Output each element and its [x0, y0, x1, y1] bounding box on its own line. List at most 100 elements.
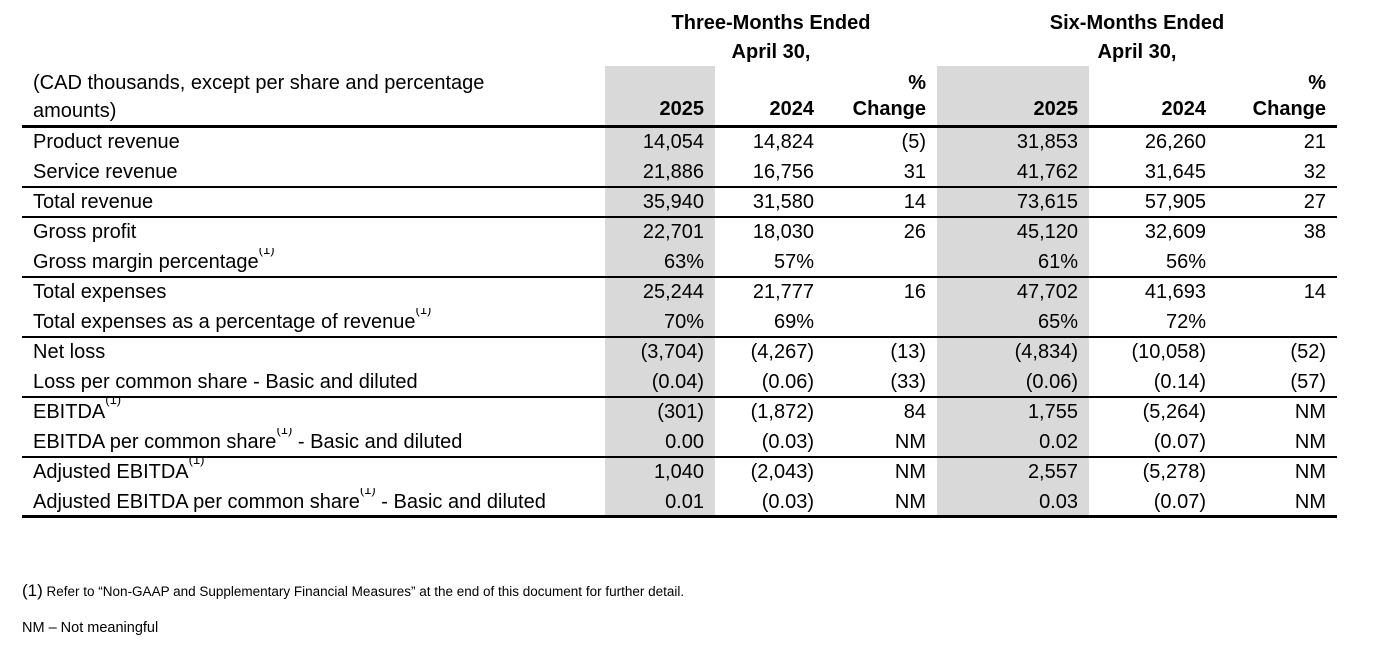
cell-tm2025: 1,040 — [605, 458, 715, 488]
cell-sm2024: (0.07) — [1153, 491, 1206, 513]
cell-tm2025: 70% — [605, 308, 715, 336]
cell-tm-pct-change: NM — [894, 461, 926, 483]
cell-sm2025: 1,755 — [937, 398, 1089, 428]
row-label: Loss per common share - Basic and dilute… — [33, 371, 418, 393]
row-label: Gross profit — [33, 221, 137, 243]
cell-sm2025: (0.06) — [937, 368, 1089, 396]
cell-tm2025: 63% — [605, 248, 715, 276]
cell-sm2024: (0.07) — [1153, 431, 1206, 453]
cell-tm2024: 16,756 — [752, 161, 814, 183]
cell-sm-pct-change: 38 — [1303, 221, 1326, 243]
cell-sm2025: 61% — [937, 248, 1089, 276]
col-header-tm-pct-change: % Change — [825, 66, 937, 125]
pct-label: % — [908, 72, 926, 94]
cell-tm2025: (0.04) — [605, 368, 715, 396]
cell-sm2024: (5,278) — [1142, 461, 1206, 483]
cell-sm-pct-change: NM — [1294, 461, 1326, 483]
table-body: Product revenue 14,054 14,824 (5) 31,853 26,2… — [22, 128, 1337, 518]
col-header-sm-2025: 2025 — [937, 66, 1089, 125]
cell-sm2024: 41,693 — [1144, 281, 1206, 303]
table-row: Product revenue 14,054 14,824 (5) 31,853 26,2… — [22, 128, 1337, 158]
cell-sm-pct-change — [1217, 308, 1337, 336]
change-label: Change — [852, 98, 926, 120]
period-date-six-months: April 30, — [1097, 40, 1177, 63]
cell-sm-pct-change: 21 — [1303, 131, 1326, 153]
footnote-1: (1) Refer to “Non-GAAP and Supplementary… — [22, 581, 684, 602]
footnote-ref: (1) — [415, 308, 432, 318]
cell-tm-pct-change: NM — [894, 431, 926, 453]
period-header-six-months: Six-Months Ended — [1049, 11, 1225, 34]
table-row: Gross margin percentage(1) 63% 57% 61% 56% — [22, 248, 1337, 278]
year-label: 2025 — [659, 98, 705, 120]
footnote-nm: NM – Not meaningful — [22, 620, 159, 636]
table-caption-line2: amounts) — [33, 100, 117, 122]
cell-sm2025: 0.03 — [937, 488, 1089, 515]
cell-tm2024: (0.03) — [761, 491, 814, 513]
change-label: Change — [1252, 98, 1326, 120]
cell-tm-pct-change: 14 — [903, 191, 926, 213]
row-label: Service revenue — [33, 161, 178, 183]
cell-tm2025: 22,701 — [605, 218, 715, 248]
row-label: Gross margin percentage(1) — [22, 248, 605, 276]
cell-tm2024: 18,030 — [752, 221, 814, 243]
cell-tm-pct-change — [825, 248, 937, 276]
cell-tm2025: 35,940 — [605, 188, 715, 216]
cell-sm-pct-change: NM — [1294, 491, 1326, 513]
table-row: EBITDA(1) (301) (1,872) 84 1,755 (5,264) NM — [22, 398, 1337, 428]
cell-tm2025: 21,886 — [605, 158, 715, 186]
cell-tm2024: (2,043) — [750, 461, 814, 483]
cell-sm2024: 57,905 — [1144, 191, 1206, 213]
cell-tm2025: 0.01 — [605, 488, 715, 515]
cell-tm-pct-change: 84 — [903, 401, 926, 423]
footnote-ref: (1) — [105, 398, 122, 408]
row-label: EBITDA per common share(1) - Basic and d… — [22, 428, 605, 456]
column-header-row: (CAD thousands, except per share and per… — [22, 66, 1337, 128]
table-row: Total revenue 35,940 31,580 14 73,615 57,905 2… — [22, 188, 1337, 218]
cell-sm2024: 56% — [1165, 251, 1206, 273]
table-row: Total expenses as a percentage of revenu… — [22, 308, 1337, 338]
cell-sm2024: (0.14) — [1153, 371, 1206, 393]
table-row: Adjusted EBITDA per common share(1) - Ba… — [22, 488, 1337, 518]
cell-sm2025: 73,615 — [937, 188, 1089, 216]
cell-sm2025: 2,557 — [937, 458, 1089, 488]
cell-tm2024: 57% — [773, 251, 814, 273]
cell-sm2024: 72% — [1165, 311, 1206, 333]
cell-tm2024: (1,872) — [750, 401, 814, 423]
footnote-1-text: Refer to “Non-GAAP and Supplementary Fin… — [42, 584, 685, 599]
year-label: 2024 — [1161, 98, 1207, 120]
cell-tm-pct-change: 26 — [903, 221, 926, 243]
cell-tm2024: (0.03) — [761, 431, 814, 453]
cell-tm-pct-change: (33) — [890, 371, 926, 393]
cell-tm-pct-change: 31 — [903, 161, 926, 183]
cell-tm-pct-change: NM — [894, 491, 926, 513]
cell-sm2025: 0.02 — [937, 428, 1089, 456]
col-header-tm-2024: 2024 — [715, 66, 825, 125]
cell-tm-pct-change: 16 — [903, 281, 926, 303]
row-label: Net loss — [33, 341, 106, 363]
cell-tm2025: 14,054 — [605, 128, 715, 158]
cell-tm2024: (4,267) — [750, 341, 814, 363]
cell-tm2024: 69% — [773, 311, 814, 333]
cell-sm2024: 26,260 — [1144, 131, 1206, 153]
cell-sm-pct-change — [1217, 248, 1337, 276]
cell-sm2025: (4,834) — [937, 338, 1089, 368]
row-label: EBITDA(1) — [22, 398, 605, 428]
period-header-row-1: Three-Months Ended Six-Months Ended — [22, 8, 1337, 38]
cell-sm2025: 65% — [937, 308, 1089, 336]
period-date-three-months: April 30, — [731, 40, 811, 63]
footnote-ref: (1) — [188, 458, 205, 468]
table-caption-line1: (CAD thousands, except per share and per… — [33, 72, 485, 94]
table-row: EBITDA per common share(1) - Basic and d… — [22, 428, 1337, 458]
cell-sm-pct-change: 27 — [1303, 191, 1326, 213]
year-label: 2025 — [1033, 98, 1079, 120]
cell-sm-pct-change: 32 — [1303, 161, 1326, 183]
pct-label: % — [1308, 72, 1326, 94]
footnote-ref: (1) — [258, 248, 275, 258]
period-header-row-2: April 30, April 30, — [22, 38, 1337, 66]
table-row: Adjusted EBITDA(1) 1,040 (2,043) NM 2,557 (5,… — [22, 458, 1337, 488]
cell-sm-pct-change: NM — [1294, 431, 1326, 453]
cell-tm-pct-change: (13) — [890, 341, 926, 363]
table-caption: (CAD thousands, except per share and per… — [22, 66, 605, 125]
row-label: Adjusted EBITDA(1) — [22, 458, 605, 488]
row-label: Total expenses as a percentage of revenu… — [22, 308, 605, 336]
